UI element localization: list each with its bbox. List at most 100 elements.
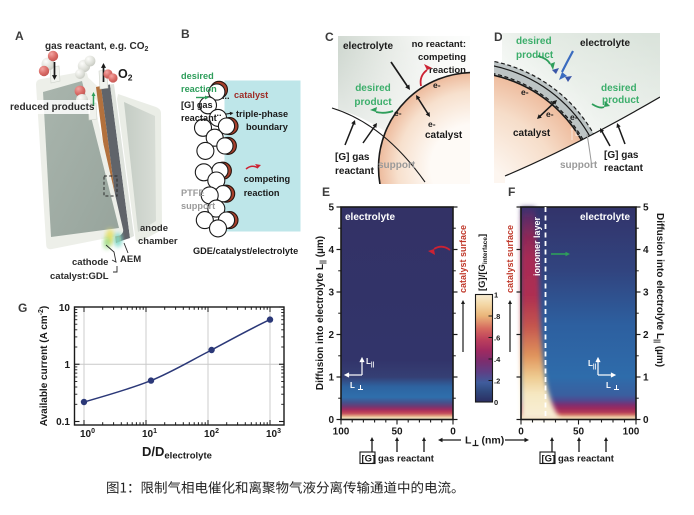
svg-text:e-: e-	[521, 87, 529, 97]
svg-text:reduced products: reduced products	[10, 102, 95, 113]
svg-text:electrolyte: electrolyte	[343, 41, 393, 52]
svg-text:reactant: reactant	[604, 163, 644, 174]
svg-text:...: ...	[214, 108, 222, 118]
svg-text:catalyst surface: catalyst surface	[505, 225, 515, 293]
svg-text:anode: anode	[140, 223, 168, 234]
svg-text:.8: .8	[494, 312, 500, 321]
svg-text:50: 50	[391, 427, 403, 438]
svg-text:competing: competing	[418, 52, 466, 63]
svg-text:reactant: reactant	[181, 113, 217, 123]
svg-text:reaction: reaction	[244, 188, 280, 198]
svg-text:e-: e-	[546, 109, 554, 119]
svg-text:product: product	[602, 95, 640, 106]
svg-text:triple-phase: triple-phase	[236, 109, 288, 119]
svg-text:.6: .6	[494, 333, 500, 342]
svg-text:5: 5	[643, 203, 649, 214]
svg-text:2: 2	[643, 330, 649, 341]
svg-text:B: B	[181, 27, 190, 41]
svg-text:L: L	[350, 381, 355, 390]
svg-text:F: F	[508, 185, 515, 199]
svg-text:boundary: boundary	[246, 122, 289, 132]
svg-text:0: 0	[643, 415, 649, 426]
svg-text:desired: desired	[601, 83, 637, 94]
svg-text:[G]: [G]	[542, 454, 556, 465]
svg-text:catalyst: catalyst	[425, 130, 463, 141]
svg-text:reactant: reactant	[335, 166, 375, 177]
svg-text:no reactant:: no reactant:	[412, 39, 466, 50]
svg-text:e-: e-	[570, 112, 578, 122]
svg-text:catalyst: catalyst	[513, 128, 551, 139]
svg-text:4: 4	[643, 245, 649, 256]
svg-text:50: 50	[573, 427, 585, 438]
svg-text:L: L	[465, 435, 472, 447]
svg-text:chamber: chamber	[138, 236, 178, 247]
svg-text:electrolyte: electrolyte	[345, 212, 395, 223]
svg-text:Diffusion into electrolyte L||: Diffusion into electrolyte L|| (µm)	[315, 236, 327, 390]
svg-text:product: product	[354, 97, 392, 108]
svg-text:PTFE: PTFE	[181, 188, 204, 198]
svg-text:gas reactant: gas reactant	[378, 454, 435, 465]
svg-text:100: 100	[623, 427, 640, 438]
svg-text:support: support	[560, 160, 598, 171]
svg-text:100: 100	[333, 427, 350, 438]
svg-text:L: L	[630, 132, 635, 141]
svg-text:e-: e-	[433, 80, 441, 90]
svg-text:.4: .4	[494, 355, 501, 364]
svg-text:1: 1	[643, 373, 649, 384]
svg-text:C: C	[325, 30, 334, 44]
svg-text:catalyst:GDL: catalyst:GDL	[50, 271, 109, 282]
svg-text:desired: desired	[355, 83, 391, 94]
svg-text:A: A	[15, 29, 24, 43]
svg-text:2: 2	[328, 330, 334, 341]
svg-text:[G]: [G]	[362, 454, 376, 465]
svg-text:[G] gas: [G] gas	[335, 152, 370, 163]
svg-text:.2: .2	[494, 376, 500, 385]
svg-text:(nm): (nm)	[482, 435, 505, 447]
svg-text:catalyst: catalyst	[234, 90, 268, 100]
svg-text:D: D	[494, 30, 503, 44]
svg-text:0: 0	[494, 398, 498, 407]
svg-text:5: 5	[328, 203, 334, 214]
svg-text:1: 1	[64, 360, 70, 371]
svg-text:0.1: 0.1	[56, 417, 70, 428]
svg-text:0: 0	[450, 427, 456, 438]
svg-text:gas reactant: gas reactant	[558, 454, 615, 465]
svg-text:...: ...	[222, 91, 230, 101]
svg-text:e-: e-	[428, 119, 436, 129]
svg-text:L||: L||	[366, 357, 375, 368]
svg-text:L: L	[606, 381, 611, 390]
svg-text:1: 1	[328, 373, 334, 384]
svg-text:4: 4	[328, 245, 334, 256]
svg-text:3: 3	[643, 288, 649, 299]
svg-text:electrolyte: electrolyte	[580, 212, 630, 223]
svg-text:[G] gas: [G] gas	[181, 100, 213, 110]
svg-text:Diffusion into electrolyte L||: Diffusion into electrolyte L|| (µm)	[653, 213, 665, 367]
svg-text:L||: L||	[588, 359, 597, 370]
svg-text:support: support	[378, 160, 416, 171]
svg-text:reaction: reaction	[181, 84, 217, 94]
svg-text:AEM: AEM	[120, 254, 141, 265]
svg-text:electrolyte: electrolyte	[580, 38, 630, 49]
svg-text:10: 10	[59, 303, 71, 314]
svg-text:reaction: reaction	[429, 65, 466, 76]
svg-text:product: product	[516, 50, 554, 61]
svg-text:e-: e-	[394, 108, 402, 118]
svg-text:Available current (A cm-2): Available current (A cm-2)	[38, 306, 50, 427]
svg-text:desired: desired	[181, 71, 214, 81]
svg-text:gas reactant, e.g. CO2: gas reactant, e.g. CO2	[45, 41, 148, 53]
svg-text:0: 0	[328, 415, 334, 426]
svg-text:catalyst surface: catalyst surface	[458, 225, 468, 293]
svg-text:1: 1	[494, 290, 498, 299]
svg-text:ionomer layer: ionomer layer	[532, 216, 542, 276]
svg-text:competing: competing	[244, 174, 290, 184]
svg-text:[G] gas: [G] gas	[604, 150, 639, 161]
svg-text:cathode: cathode	[72, 257, 108, 268]
svg-text:3: 3	[328, 288, 334, 299]
svg-text:0: 0	[518, 427, 524, 438]
svg-text:support: support	[181, 201, 215, 211]
svg-text:E: E	[322, 185, 330, 199]
svg-text:GDE/catalyst/electrolyte: GDE/catalyst/electrolyte	[193, 246, 298, 256]
svg-text:L: L	[575, 129, 580, 138]
svg-text:G: G	[18, 301, 27, 315]
svg-text:desired: desired	[516, 36, 552, 47]
